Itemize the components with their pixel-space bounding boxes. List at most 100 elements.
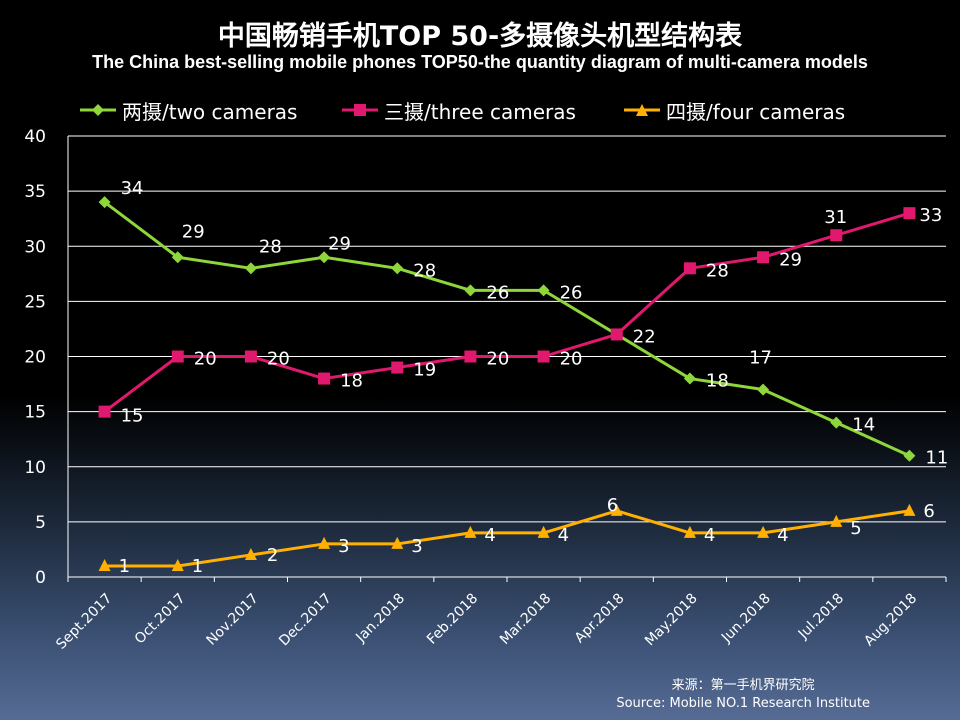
data-point-square bbox=[98, 405, 111, 418]
data-label: 29 bbox=[328, 233, 351, 254]
legend-label-three-cameras: 三摄/three cameras bbox=[384, 99, 576, 124]
data-label: 20 bbox=[560, 349, 583, 370]
x-tick-label: Apr.2018 bbox=[572, 591, 628, 647]
y-tick-label: 5 bbox=[35, 513, 46, 533]
y-tick-label: 40 bbox=[24, 127, 46, 147]
data-point-diamond bbox=[171, 251, 184, 264]
data-label: 1 bbox=[119, 556, 130, 577]
legend-label-four-cameras: 四摄/four cameras bbox=[666, 99, 846, 124]
data-label: 4 bbox=[558, 525, 569, 546]
data-label: 26 bbox=[560, 282, 583, 303]
series-line bbox=[103, 211, 910, 413]
data-label: 5 bbox=[850, 518, 861, 539]
data-point-diamond bbox=[318, 251, 331, 264]
legend-swatch-triangle-icon bbox=[624, 104, 660, 116]
x-tick-label: Aug.2018 bbox=[861, 591, 920, 650]
data-label: 18 bbox=[340, 371, 363, 392]
data-label: 33 bbox=[919, 205, 942, 226]
y-tick-label: 35 bbox=[24, 182, 46, 202]
legend-item-three-cameras: 三摄/three cameras bbox=[342, 96, 576, 124]
data-label: 18 bbox=[706, 371, 729, 392]
data-label: 19 bbox=[413, 360, 436, 381]
data-label: 4 bbox=[484, 525, 495, 546]
data-label: 28 bbox=[259, 236, 282, 257]
data-label: 3 bbox=[411, 536, 422, 557]
data-point-triangle bbox=[318, 536, 331, 549]
y-tick-label: 30 bbox=[24, 237, 46, 257]
data-point-square bbox=[757, 251, 770, 264]
data-point-square bbox=[683, 262, 696, 275]
data-point-diamond bbox=[464, 284, 477, 297]
data-label: 4 bbox=[704, 525, 715, 546]
series-line bbox=[104, 509, 910, 568]
data-point-square bbox=[537, 350, 550, 363]
x-tick-label: Oct.2017 bbox=[132, 591, 189, 648]
data-label: 11 bbox=[925, 448, 948, 469]
data-point-triangle bbox=[610, 503, 623, 516]
x-tick-label: Dec.2017 bbox=[276, 591, 335, 650]
series-line bbox=[103, 200, 911, 458]
legend-label-two-cameras: 两摄/two cameras bbox=[122, 99, 298, 124]
x-tick-label: Jan.2018 bbox=[352, 591, 408, 647]
x-tick-label: Feb.2018 bbox=[424, 591, 481, 648]
data-label: 28 bbox=[413, 260, 436, 281]
legend-swatch-square-icon bbox=[342, 104, 378, 116]
data-point-square bbox=[171, 350, 184, 363]
y-tick-label: 10 bbox=[24, 458, 46, 478]
y-tick-label: 15 bbox=[24, 403, 46, 423]
data-point-square bbox=[903, 207, 916, 220]
data-label: 31 bbox=[824, 207, 847, 228]
data-point-diamond bbox=[391, 262, 404, 275]
data-label: 17 bbox=[749, 348, 772, 369]
data-label: 4 bbox=[777, 525, 788, 546]
data-point-triangle bbox=[171, 558, 184, 571]
source-zh: 来源：第一手机界研究院 bbox=[671, 678, 815, 693]
data-label: 3 bbox=[338, 536, 349, 557]
data-point-triangle bbox=[391, 536, 404, 549]
x-tick-label: Nov.2017 bbox=[204, 591, 262, 649]
data-label: 6 bbox=[607, 495, 618, 516]
legend-item-two-cameras: 两摄/two cameras bbox=[80, 96, 297, 124]
y-tick-label: 0 bbox=[35, 568, 46, 588]
data-point-triangle bbox=[757, 525, 770, 538]
data-label: 26 bbox=[486, 282, 509, 303]
data-point-diamond bbox=[903, 449, 916, 462]
data-label: 20 bbox=[194, 349, 217, 370]
data-label: 34 bbox=[121, 178, 144, 199]
data-point-diamond bbox=[683, 372, 696, 385]
data-label: 2 bbox=[267, 545, 278, 566]
data-label: 28 bbox=[706, 260, 729, 281]
x-tick-label: Sept.2017 bbox=[53, 591, 115, 653]
x-tick-label: Jun.2018 bbox=[718, 591, 774, 647]
data-point-square bbox=[464, 350, 477, 363]
data-point-square bbox=[318, 372, 331, 385]
data-point-diamond bbox=[757, 383, 770, 396]
data-point-diamond bbox=[537, 284, 550, 297]
data-point-square bbox=[610, 328, 623, 341]
chart-title-zh: 中国畅销手机TOP 50-多摄像头机型结构表 bbox=[217, 21, 743, 52]
y-tick-label: 25 bbox=[24, 292, 46, 312]
data-point-triangle bbox=[244, 547, 257, 560]
legend-item-four-cameras: 四摄/four cameras bbox=[624, 96, 845, 124]
source-note: 来源：第一手机界研究院 Source: Mobile NO.1 Research… bbox=[616, 677, 870, 713]
x-tick-label: May.2018 bbox=[642, 591, 701, 650]
data-point-triangle bbox=[683, 525, 696, 538]
x-tick-label: Jul.2018 bbox=[795, 591, 847, 643]
data-label: 20 bbox=[486, 349, 509, 370]
data-label: 1 bbox=[192, 556, 203, 577]
data-label: 22 bbox=[633, 326, 656, 347]
x-tick-label: Mar.2018 bbox=[497, 591, 554, 648]
data-label: 15 bbox=[121, 406, 144, 427]
data-point-diamond bbox=[244, 262, 257, 275]
y-tick-label: 20 bbox=[24, 348, 46, 368]
source-en: Source: Mobile NO.1 Research Institute bbox=[616, 696, 870, 711]
data-label: 14 bbox=[852, 415, 875, 436]
data-point-triangle bbox=[98, 558, 111, 571]
data-point-square bbox=[244, 350, 257, 363]
data-point-diamond bbox=[830, 416, 843, 429]
data-label: 29 bbox=[182, 221, 205, 242]
data-label: 20 bbox=[267, 349, 290, 370]
data-point-triangle bbox=[830, 514, 843, 527]
data-point-diamond bbox=[98, 196, 111, 209]
